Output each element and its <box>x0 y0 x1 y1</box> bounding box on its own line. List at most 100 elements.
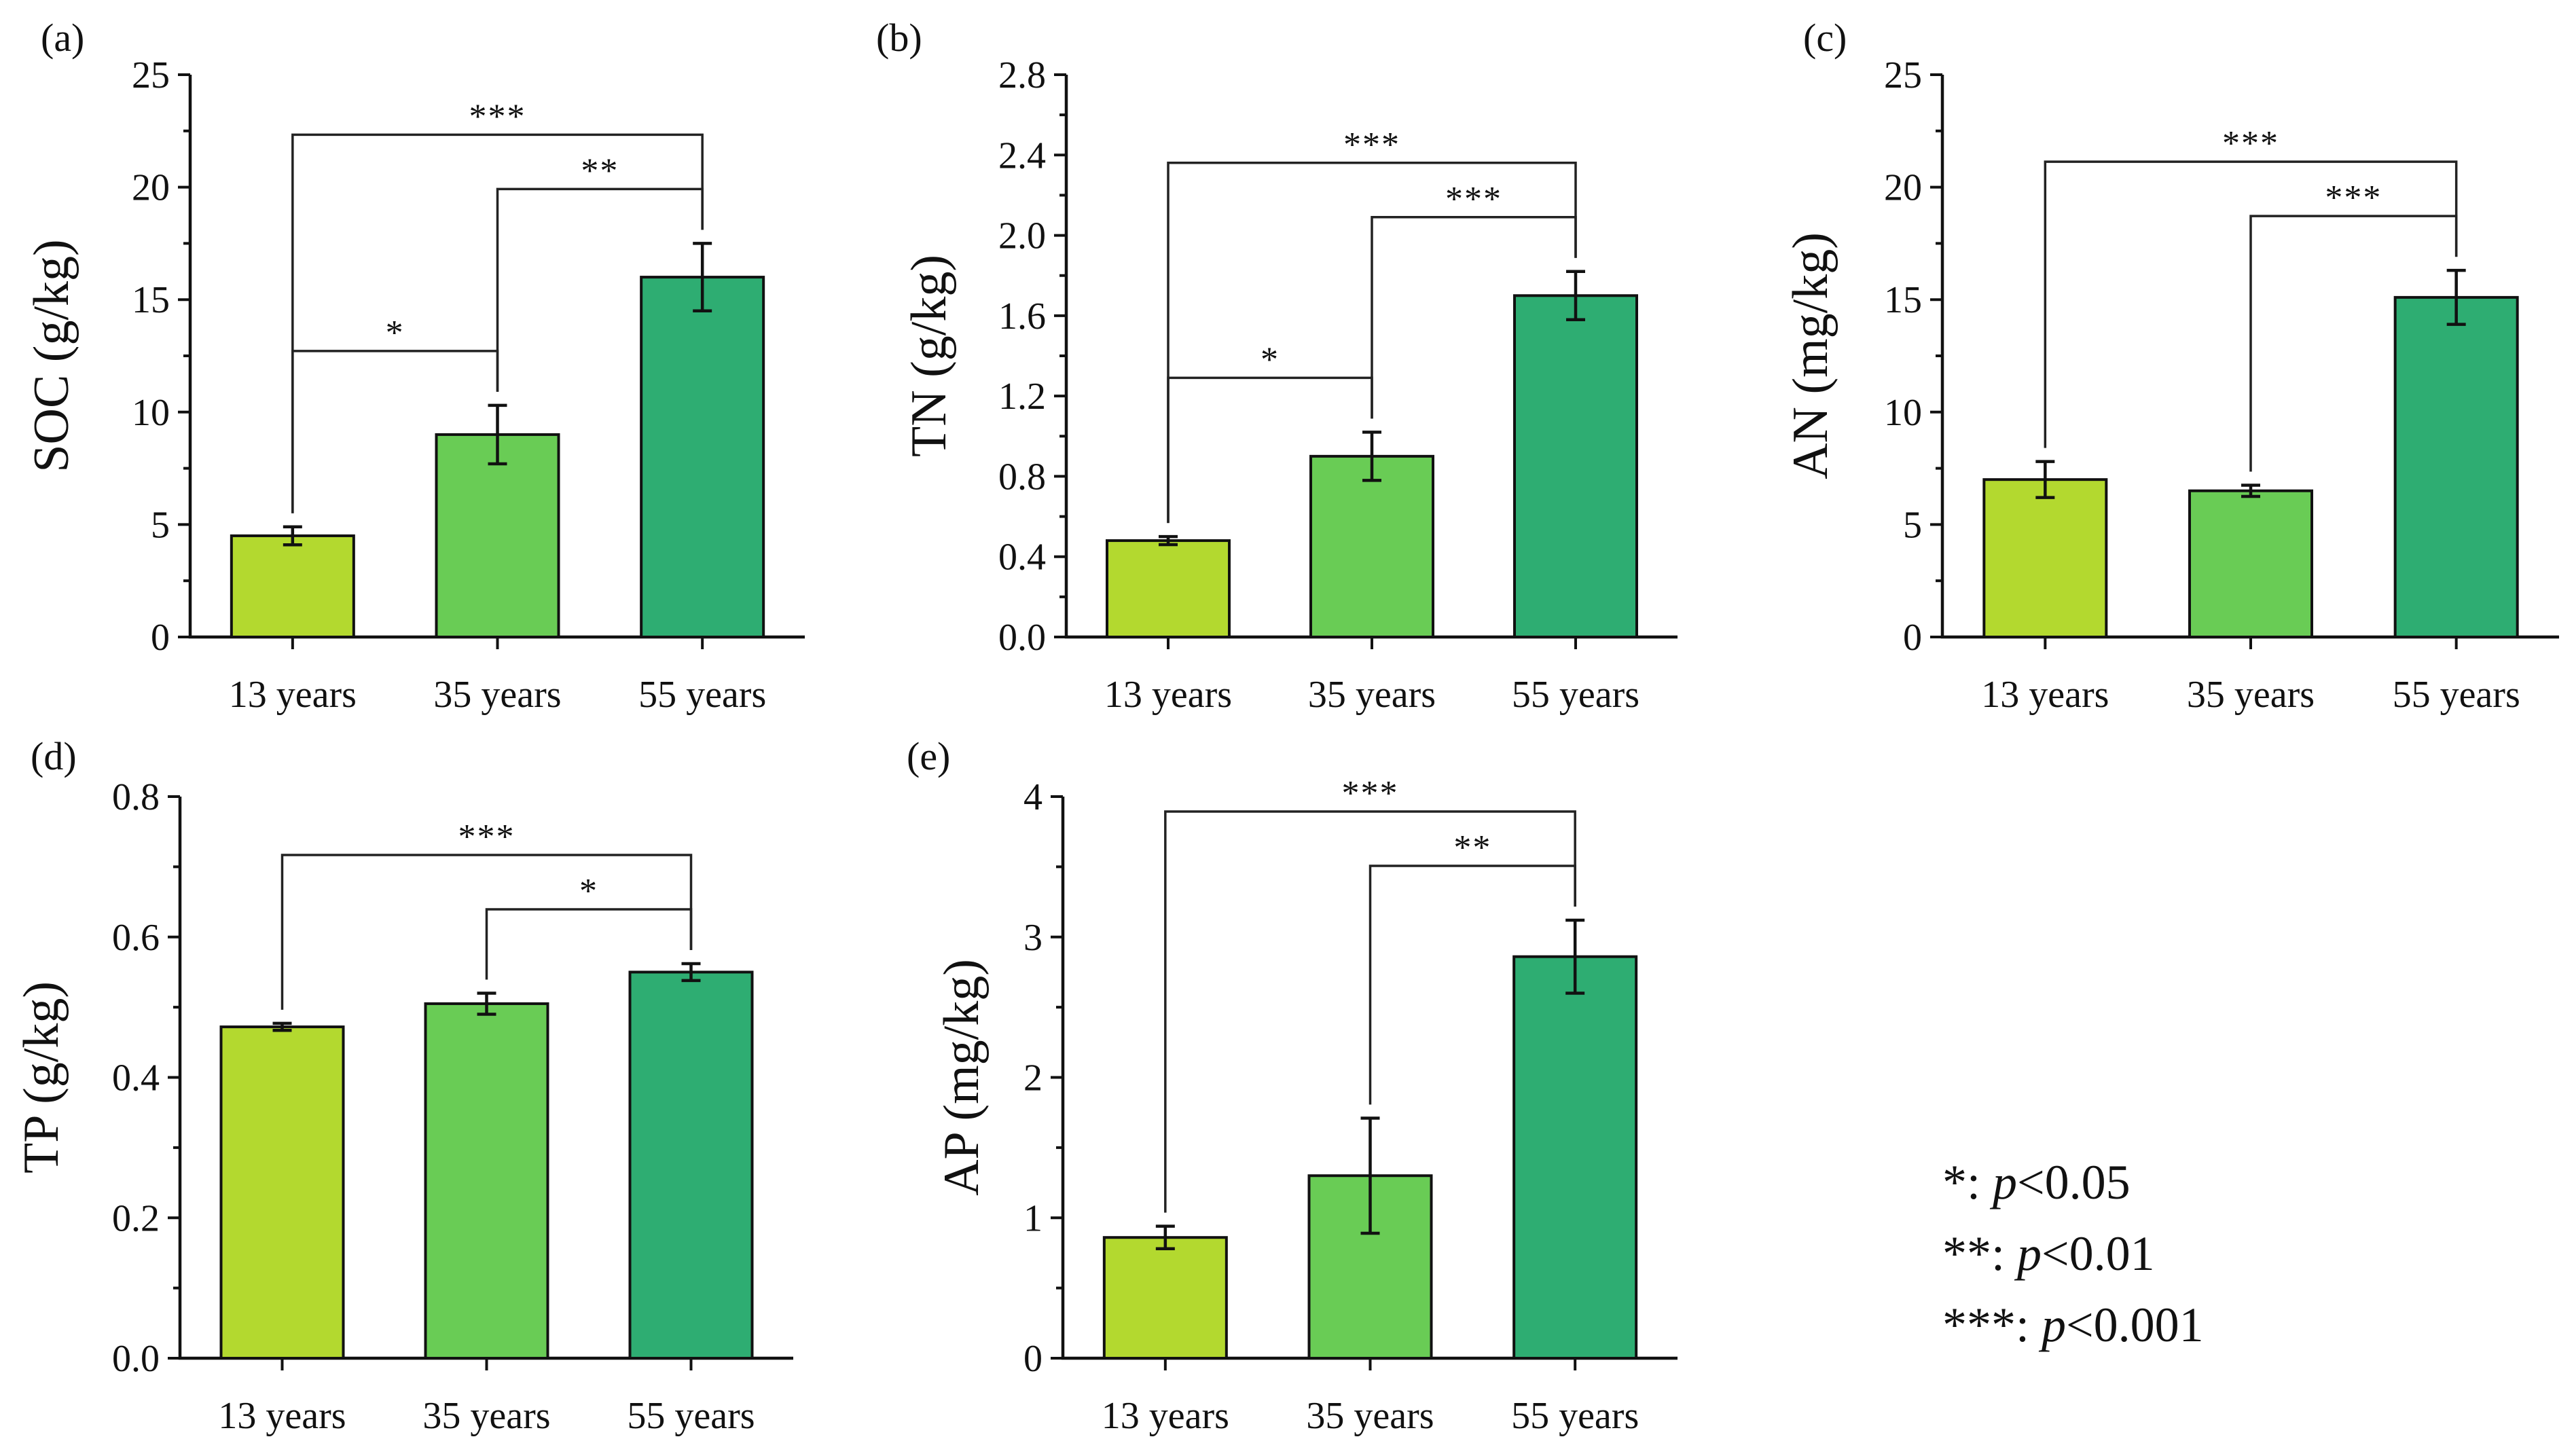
significance-bracket <box>1167 162 1577 524</box>
y-tick-label: 10 <box>132 392 170 434</box>
significance-bracket <box>1368 864 1576 1105</box>
bar-55-years <box>640 276 765 638</box>
panel-label: (b) <box>876 16 922 60</box>
significance-bracket <box>496 187 704 392</box>
y-tick-label: 5 <box>151 504 170 546</box>
significance-label: *** <box>1445 180 1502 219</box>
y-tick-label: 0.8 <box>112 776 160 818</box>
significance-bracket <box>280 854 693 1010</box>
x-tick-label: 35 years <box>2187 674 2315 716</box>
y-tick-label: 25 <box>1884 54 1922 96</box>
significance-bracket <box>291 350 499 513</box>
significance-label: * <box>579 872 598 911</box>
x-tick-label: 55 years <box>1512 674 1639 716</box>
significance-label: *** <box>2222 124 2279 163</box>
chart-panel-d: 0.0 0.2 0.4 0.6 0.8 13 years 35 years 55 years T… <box>14 734 793 1437</box>
bar-35-years <box>424 1002 549 1360</box>
x-tick-label: 13 years <box>1102 1395 1229 1437</box>
x-tick-label: 55 years <box>638 674 766 716</box>
significance-bracket <box>2044 160 2458 448</box>
significance-label: * <box>1261 340 1280 379</box>
y-tick-label: 1 <box>1023 1197 1043 1239</box>
y-tick-label: 20 <box>1884 167 1922 209</box>
bar-13-years <box>219 1025 345 1360</box>
y-axis-label: AP (mg/kg) <box>934 959 990 1196</box>
panel-label: (d) <box>31 734 77 778</box>
y-axis-label: TN (g/kg) <box>901 255 957 457</box>
y-tick-label: 10 <box>1884 392 1922 434</box>
y-tick-label: 0.2 <box>112 1197 160 1239</box>
x-tick-label: 13 years <box>218 1395 346 1437</box>
significance-label: ** <box>1453 829 1491 867</box>
y-tick-label: 1.2 <box>998 376 1046 418</box>
bar-55-years <box>1512 955 1638 1360</box>
bar-55-years <box>2393 295 2519 638</box>
panel-label: (a) <box>41 16 84 60</box>
significance-label: *** <box>458 818 515 856</box>
y-tick-label: 2 <box>1023 1057 1043 1099</box>
bar-13-years <box>1982 478 2108 638</box>
y-axis-label: TP (g/kg) <box>14 981 69 1173</box>
y-tick-label: 0.0 <box>998 617 1046 659</box>
chart-panel-a: 0 5 10 15 20 25 13 years 35 years 55 years SOC (g… <box>24 16 805 716</box>
y-tick-label: 0 <box>1903 617 1922 659</box>
y-tick-label: 5 <box>1903 504 1922 546</box>
y-axis-label: SOC (g/kg) <box>24 239 79 472</box>
y-tick-label: 0.4 <box>112 1057 160 1099</box>
y-tick-label: 2.8 <box>998 54 1046 96</box>
bar-13-years <box>1102 1236 1228 1360</box>
significance-legend: *: p<0.05 **: p<0.01 ***: p<0.001 <box>1942 1155 2204 1352</box>
y-tick-label: 25 <box>132 54 170 96</box>
chart-panel-c: 0 5 10 15 20 25 13 years 35 years 55 years AN (mg… <box>1783 16 2559 716</box>
significance-label: *** <box>469 97 526 136</box>
x-tick-label: 55 years <box>2393 674 2520 716</box>
y-axis-label: AN (mg/kg) <box>1783 232 1838 479</box>
significance-bracket <box>485 908 693 980</box>
x-tick-label: 35 years <box>1306 1395 1434 1437</box>
chart-panel-e: 0 1 2 3 4 13 years 35 years 55 years AP (mg/kg) (… <box>907 734 1678 1437</box>
legend-entry-p0001: ***: p<0.001 <box>1942 1298 2204 1352</box>
y-tick-label: 15 <box>1884 279 1922 321</box>
legend-entry-p001: **: p<0.01 <box>1942 1226 2155 1281</box>
significance-bracket <box>1371 216 1577 419</box>
significance-bracket <box>1167 376 1373 524</box>
significance-bracket <box>291 133 704 513</box>
significance-label: *** <box>1343 126 1400 164</box>
y-tick-label: 3 <box>1023 917 1043 959</box>
legend-entry-p005: *: p<0.05 <box>1942 1155 2131 1209</box>
x-tick-label: 35 years <box>422 1395 550 1437</box>
panel-label: (e) <box>907 734 950 778</box>
chart-panel-b: 0.0 0.4 0.8 1.2 1.6 2.0 2.4 2.8 13 years 35 years… <box>876 16 1678 716</box>
significance-label: ** <box>581 151 619 190</box>
bar-55-years <box>628 970 754 1360</box>
y-tick-label: 0 <box>1023 1338 1043 1380</box>
x-tick-label: 13 years <box>1104 674 1232 716</box>
significance-bracket <box>1164 810 1576 1213</box>
x-tick-label: 55 years <box>627 1395 755 1437</box>
bar-55-years <box>1513 294 1638 638</box>
x-tick-label: 55 years <box>1511 1395 1639 1437</box>
y-tick-label: 20 <box>132 167 170 209</box>
y-tick-label: 0.4 <box>998 536 1046 579</box>
significance-bracket <box>2249 215 2458 472</box>
y-tick-label: 0 <box>151 617 170 659</box>
x-tick-label: 35 years <box>433 674 561 716</box>
bar-35-years <box>2188 489 2313 638</box>
x-tick-label: 35 years <box>1308 674 1436 716</box>
y-tick-label: 0.0 <box>112 1338 160 1380</box>
y-tick-label: 0.6 <box>112 917 160 959</box>
y-tick-label: 4 <box>1023 776 1043 818</box>
x-tick-label: 13 years <box>1981 674 2109 716</box>
y-tick-label: 2.0 <box>998 215 1046 257</box>
bar-13-years <box>1106 539 1231 638</box>
y-tick-label: 1.6 <box>998 295 1046 338</box>
panel-label: (c) <box>1803 16 1847 60</box>
bar-35-years <box>1309 454 1434 638</box>
x-tick-label: 13 years <box>229 674 357 716</box>
bar-13-years <box>230 534 355 639</box>
significance-label: * <box>386 314 405 352</box>
significance-label: *** <box>1342 774 1399 813</box>
y-tick-label: 0.8 <box>998 456 1046 498</box>
significance-label: *** <box>2325 179 2382 217</box>
